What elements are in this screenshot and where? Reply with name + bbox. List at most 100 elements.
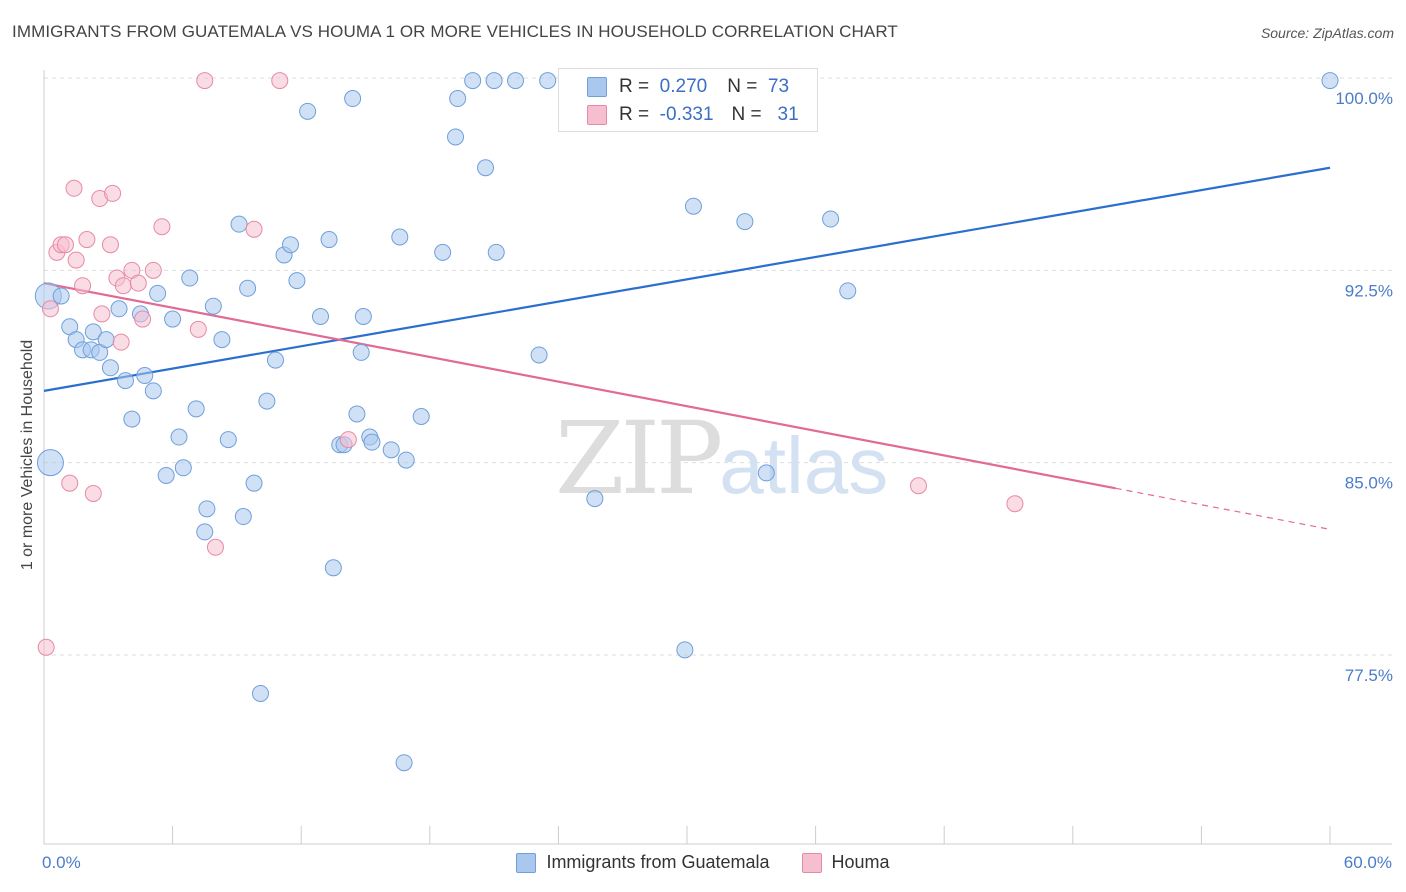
guatemala-point bbox=[412, 408, 430, 426]
legend-r-label: R = bbox=[619, 104, 650, 125]
houma-point bbox=[65, 179, 83, 197]
guatemala-point bbox=[586, 490, 604, 508]
guatemala-point bbox=[477, 159, 495, 177]
guatemala-point bbox=[101, 359, 119, 377]
guatemala-point bbox=[219, 431, 237, 449]
guatemala-point bbox=[239, 279, 257, 297]
guatemala-point bbox=[234, 508, 252, 526]
guatemala-point bbox=[736, 213, 754, 231]
guatemala-point bbox=[539, 72, 557, 90]
guatemala-point bbox=[196, 523, 214, 541]
chart-title: IMMIGRANTS FROM GUATEMALA VS HOUMA 1 OR … bbox=[12, 22, 898, 41]
houma-point bbox=[93, 305, 111, 323]
legend-label-guatemala: Immigrants from Guatemala bbox=[546, 852, 770, 872]
houma-point bbox=[144, 261, 162, 279]
guatemala-point bbox=[507, 72, 525, 90]
legend-n-label: N = bbox=[731, 104, 762, 125]
y-axis-label: 1 or more Vehicles in Household bbox=[19, 339, 36, 571]
guatemala-point bbox=[204, 297, 222, 315]
guatemala-point bbox=[1321, 72, 1339, 90]
guatemala-point bbox=[363, 433, 381, 451]
houma-point bbox=[206, 538, 224, 556]
houma-point bbox=[84, 484, 102, 502]
guatemala-point bbox=[676, 641, 694, 659]
series-legend: Immigrants from Guatemala Houma bbox=[0, 852, 1406, 873]
legend-swatch-blue bbox=[587, 77, 607, 97]
houma-point bbox=[74, 277, 92, 295]
legend-row-houma: R = -0.331 N = 31 bbox=[559, 101, 799, 129]
guatemala-point bbox=[123, 410, 141, 428]
guatemala-point bbox=[157, 466, 175, 484]
guatemala-trend-line bbox=[43, 166, 1331, 392]
guatemala-point bbox=[485, 72, 503, 90]
houma-point bbox=[245, 220, 263, 238]
legend-r-value-houma: -0.331 bbox=[659, 104, 714, 125]
legend-swatch-pink bbox=[801, 852, 822, 873]
x-tick-max: 60.0% bbox=[1343, 853, 1392, 872]
y-tick-label: 92.5% bbox=[1345, 281, 1393, 300]
legend-r-value-guatemala: 0.270 bbox=[659, 76, 708, 97]
watermark-atlas: atlas bbox=[719, 421, 889, 510]
watermark: ZIPatlas bbox=[555, 400, 888, 517]
houma-point bbox=[101, 236, 119, 254]
legend-swatch-blue bbox=[516, 852, 537, 873]
axes bbox=[43, 70, 1392, 845]
houma-point bbox=[61, 474, 79, 492]
guatemala-point bbox=[213, 331, 231, 349]
guatemala-point bbox=[299, 102, 317, 120]
guatemala-point bbox=[281, 236, 299, 254]
guatemala-point bbox=[258, 392, 276, 410]
guatemala-point bbox=[839, 282, 857, 300]
houma-point bbox=[56, 236, 74, 254]
guatemala-point bbox=[97, 331, 115, 349]
legend-n-value-guatemala: 73 bbox=[767, 76, 790, 97]
houma-trend-line bbox=[43, 282, 1116, 490]
legend-item-guatemala[interactable]: Immigrants from Guatemala bbox=[516, 852, 770, 873]
houma-point bbox=[153, 218, 171, 236]
legend-n-value-houma: 31 bbox=[777, 104, 799, 125]
guatemala-point bbox=[354, 307, 372, 325]
guatemala-point bbox=[324, 559, 342, 577]
guatemala-point bbox=[187, 400, 205, 418]
guatemala-point bbox=[530, 346, 548, 364]
houma-point bbox=[78, 231, 96, 249]
gridlines bbox=[44, 77, 1392, 656]
guatemala-point bbox=[382, 441, 400, 459]
guatemala-point bbox=[266, 351, 284, 369]
y-tick-label: 100.0% bbox=[1335, 89, 1393, 108]
houma-point bbox=[112, 333, 130, 351]
guatemala-point bbox=[136, 366, 154, 384]
houma-point bbox=[189, 320, 207, 338]
guatemala-point bbox=[434, 243, 452, 261]
guatemala-point bbox=[52, 287, 70, 305]
legend-swatch-pink bbox=[587, 105, 607, 125]
houma-point bbox=[104, 184, 122, 202]
guatemala-point bbox=[116, 372, 134, 390]
guatemala-point bbox=[230, 215, 248, 233]
guatemala-point bbox=[320, 231, 338, 249]
houma-point bbox=[37, 638, 55, 656]
guatemala-point bbox=[348, 405, 366, 423]
houma-point bbox=[114, 277, 132, 295]
guatemala-point bbox=[397, 451, 415, 469]
guatemala-point bbox=[344, 90, 362, 108]
houma-point bbox=[129, 274, 147, 292]
guatemala-point bbox=[170, 428, 188, 446]
guatemala-point bbox=[149, 284, 167, 302]
legend-item-houma[interactable]: Houma bbox=[801, 852, 890, 873]
houma-point bbox=[1006, 495, 1024, 513]
guatemala-point bbox=[198, 500, 216, 518]
legend-n-label: N = bbox=[727, 76, 758, 97]
trend-lines bbox=[43, 166, 1331, 530]
guatemala-point bbox=[174, 459, 192, 477]
guatemala-point bbox=[757, 464, 775, 482]
guatemala-point bbox=[245, 474, 263, 492]
guatemala-point bbox=[251, 684, 269, 702]
guatemala-point bbox=[684, 197, 702, 215]
watermark-zip: ZIP bbox=[555, 400, 723, 517]
houma-point bbox=[909, 477, 927, 495]
houma-trend-extension bbox=[1115, 487, 1331, 530]
houma-point bbox=[134, 310, 152, 328]
y-tick-label: 77.5% bbox=[1345, 666, 1393, 685]
